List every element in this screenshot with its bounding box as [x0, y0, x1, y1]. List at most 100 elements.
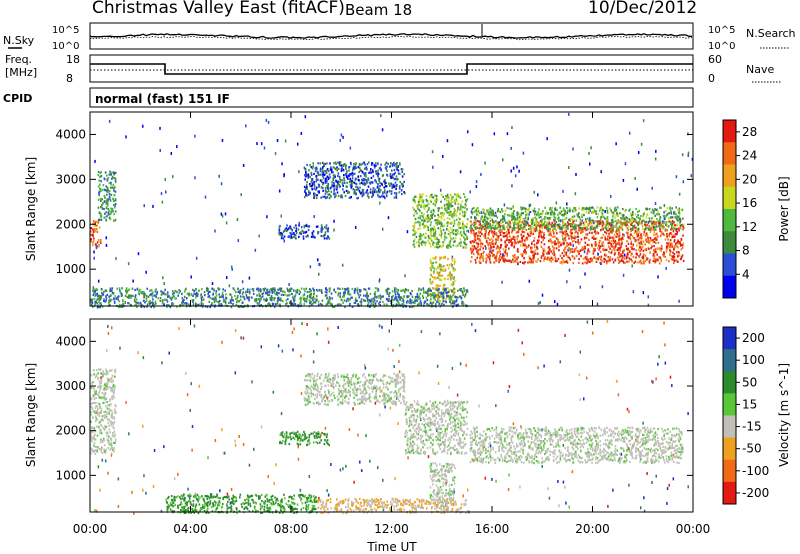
power-speck [230, 265, 233, 269]
velocity-speck [94, 509, 96, 513]
power-speck [354, 225, 357, 229]
power-speck [318, 262, 320, 266]
velocity-speck [492, 361, 495, 365]
velocity-echo-region [303, 372, 406, 406]
power-speck [164, 177, 167, 181]
power-speck [451, 255, 454, 259]
velocity-speck [190, 382, 193, 386]
velocity-speck [301, 322, 303, 326]
power-echo-region [90, 219, 102, 248]
velocity-speck [379, 413, 381, 417]
velocity-speck [420, 330, 423, 334]
power-speck [568, 268, 571, 272]
velocity-speck [210, 493, 213, 497]
power-speck [628, 131, 631, 135]
velocity-speck [326, 396, 328, 400]
power-colorbar-segment [723, 231, 736, 254]
power-speck [105, 236, 108, 240]
power-speck [431, 150, 434, 154]
velocity-speck [564, 333, 566, 337]
velocity-colorbar-segment [723, 459, 736, 483]
power-speck [459, 170, 462, 174]
power-colorbar-segment [723, 120, 736, 143]
power-speck [105, 243, 108, 247]
velocity-speck [99, 488, 101, 492]
power-speck [125, 135, 127, 139]
power-speck [647, 220, 650, 224]
velocity-speck [145, 491, 147, 495]
power-speck [93, 256, 95, 260]
velocity-speck [369, 459, 371, 463]
power-colorbar-segment [723, 164, 736, 188]
power-speck [296, 142, 299, 146]
power-speck [231, 267, 233, 271]
velocity-speck [522, 352, 525, 356]
velocity-speck [382, 478, 384, 482]
velocity-speck [541, 428, 543, 432]
velocity-speck [657, 362, 659, 366]
power-speck [575, 172, 577, 176]
power-speck [283, 239, 286, 243]
velocity-speck [381, 325, 383, 329]
power-speck [432, 165, 434, 169]
power-speck [132, 279, 134, 283]
power-speck [160, 192, 163, 196]
power-colorbar-segment [723, 253, 736, 277]
power-colorbar-segment [723, 275, 736, 299]
power-speck [511, 126, 513, 130]
velocity-speck [352, 407, 354, 411]
power-speck [631, 264, 633, 268]
velocity-speck [300, 391, 303, 395]
velocity-speck [291, 331, 294, 335]
velocity-speck [453, 490, 456, 494]
velocity-speck [361, 396, 364, 400]
velocity-speck [462, 494, 465, 498]
velocity-speck [472, 459, 475, 463]
velocity-speck [582, 397, 585, 401]
power-speck [115, 257, 117, 261]
velocity-speck [184, 371, 187, 375]
velocity-speck [260, 345, 263, 349]
velocity-speck [277, 344, 280, 348]
cpid-label: CPID [3, 92, 32, 105]
power-speck [381, 227, 384, 231]
power-echo-region [429, 255, 456, 303]
velocity-speck [96, 411, 98, 415]
power-speck [632, 290, 635, 294]
power-speck [211, 282, 214, 286]
velocity-speck [330, 383, 333, 387]
velocity-speck [448, 386, 450, 390]
power-speck [467, 229, 470, 233]
power-speck [557, 223, 560, 227]
velocity-speck [133, 511, 135, 515]
nsearch-trace [89, 35, 693, 41]
freq-tick-bottom: 8 [66, 72, 73, 85]
power-speck [503, 203, 506, 207]
velocity-speck [107, 471, 109, 475]
velocity-speck [663, 321, 665, 325]
power-speck [218, 174, 220, 178]
power-speck [190, 275, 192, 279]
velocity-speck [655, 377, 657, 381]
power-speck [313, 215, 315, 219]
power-speck [256, 142, 258, 146]
power-speck [597, 252, 599, 256]
power-speck [510, 169, 512, 173]
velocity-speck [221, 428, 223, 432]
power-speck [214, 229, 216, 233]
velocity-speck [491, 477, 493, 481]
velocity-ytick-label: 2000 [55, 424, 86, 438]
velocity-speck [403, 502, 405, 506]
power-speck [333, 219, 335, 223]
power-speck [533, 190, 536, 194]
power-speck [170, 151, 173, 155]
velocity-speck [387, 347, 390, 351]
nsky-trace [89, 33, 692, 39]
power-speck [390, 182, 393, 186]
power-speck [647, 295, 650, 299]
power-speck [480, 172, 482, 176]
velocity-speck [177, 472, 179, 476]
velocity-speck [459, 362, 462, 366]
velocity-speck [306, 322, 308, 326]
velocity-speck [474, 329, 477, 333]
